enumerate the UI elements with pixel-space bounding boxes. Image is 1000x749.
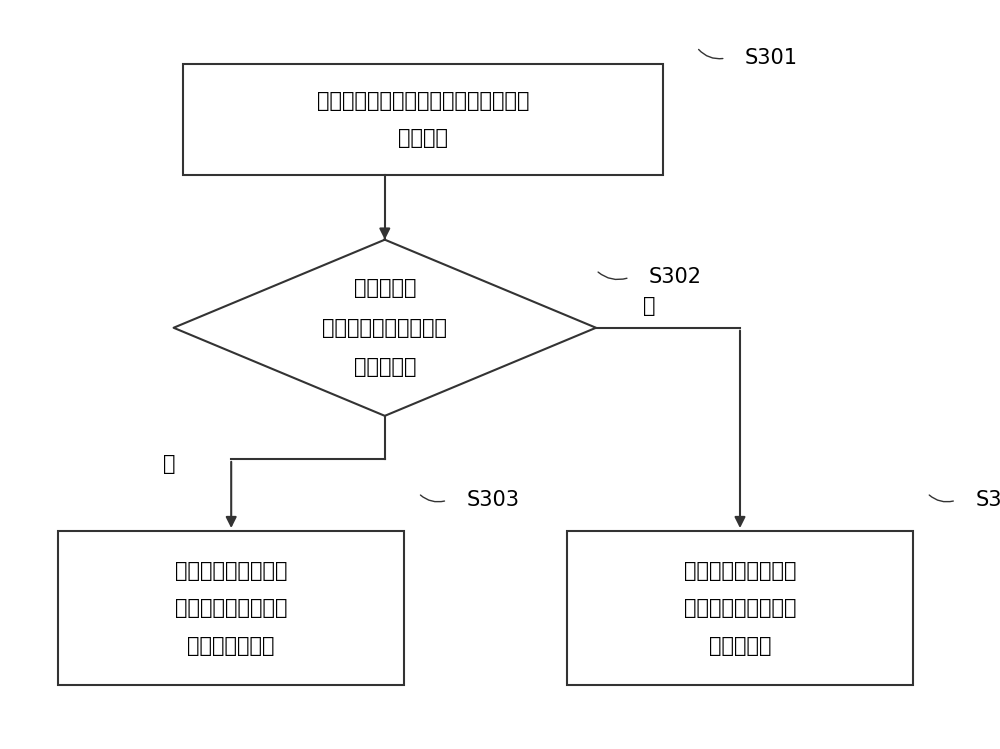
Text: 息对应的车辆控制参: 息对应的车辆控制参	[684, 598, 796, 618]
Text: 对与所述操作组合信: 对与所述操作组合信	[684, 561, 796, 580]
Text: S302: S302	[649, 267, 702, 288]
Bar	[567, 531, 913, 685]
Polygon shape	[174, 240, 596, 416]
Text: 数进行调整: 数进行调整	[709, 636, 771, 655]
Text: 停止对与所述操作组: 停止对与所述操作组	[175, 561, 287, 580]
Text: 记录车辆维持在控制参数调整模式的第: 记录车辆维持在控制参数调整模式的第	[317, 91, 529, 111]
Text: 一时间值: 一时间值	[398, 128, 448, 148]
Text: 合信息对应的车辆控: 合信息对应的车辆控	[175, 598, 287, 618]
Text: S301: S301	[745, 48, 798, 68]
Text: 是否超出预设的允许操: 是否超出预设的允许操	[322, 318, 447, 338]
Text: S304: S304	[975, 491, 1000, 510]
Text: 第一时间值: 第一时间值	[354, 278, 416, 298]
Bar	[183, 64, 663, 175]
Text: 作时间阈值: 作时间阈值	[354, 357, 416, 377]
Text: 是: 是	[163, 455, 175, 474]
Text: S303: S303	[466, 491, 519, 510]
Text: 制参数进行调整: 制参数进行调整	[187, 636, 275, 655]
Bar	[58, 531, 404, 685]
Text: 否: 否	[643, 296, 655, 316]
